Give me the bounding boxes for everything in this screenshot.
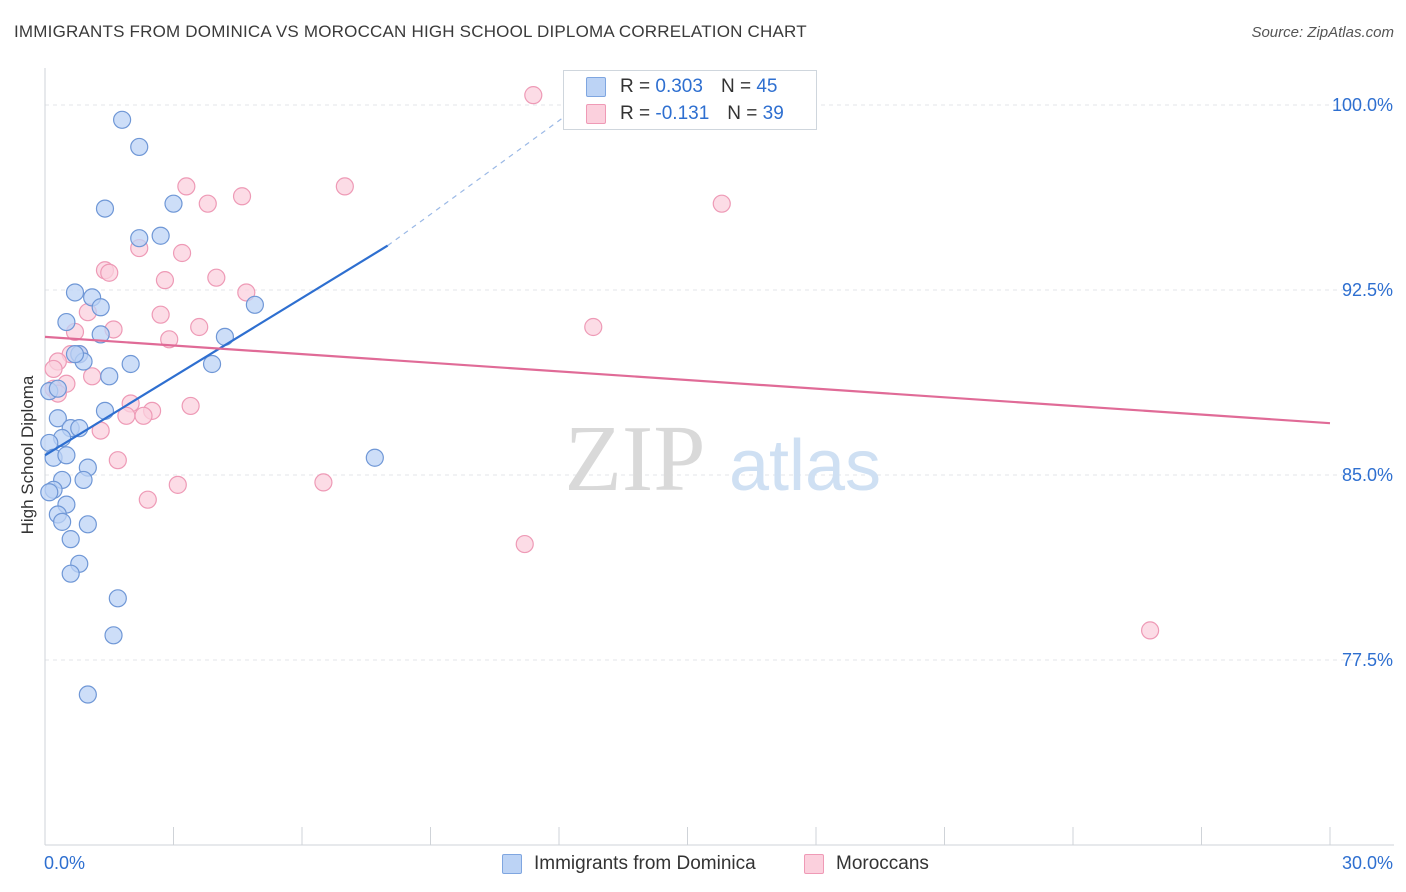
legend-n-label: N = xyxy=(720,76,752,97)
legend-row-dominica: R = 0.303 N = 45 xyxy=(586,74,777,100)
x-tick-label: 0.0% xyxy=(44,853,85,873)
data-point-moroccans xyxy=(83,367,102,386)
data-point-dominica xyxy=(78,515,97,534)
data-point-dominica xyxy=(112,110,132,129)
data-point-dominica xyxy=(202,354,222,374)
legend-n-label: N = xyxy=(727,103,758,124)
y-tick-label: 77.5% xyxy=(1342,650,1393,670)
data-point-moroccans xyxy=(198,194,217,213)
trend-line-dominica-extension xyxy=(387,104,581,247)
data-point-moroccans xyxy=(515,534,534,554)
trend-line-dominica xyxy=(44,244,389,457)
data-point-moroccans xyxy=(160,330,179,349)
y-tick-label: 100.0% xyxy=(1332,95,1393,115)
data-point-dominica xyxy=(130,229,149,248)
data-point-dominica xyxy=(130,137,149,157)
data-point-moroccans xyxy=(151,305,170,324)
legend-r-label: R = xyxy=(620,76,651,97)
x-tick-label: 30.0% xyxy=(1342,853,1393,873)
data-point-moroccans xyxy=(1140,621,1160,640)
blue-swatch-icon xyxy=(502,854,522,874)
data-point-moroccans xyxy=(237,283,256,302)
data-point-dominica xyxy=(104,626,123,645)
correlation-legend: R = 0.303 N = 45 R = -0.131 N = 39 xyxy=(563,70,817,130)
data-point-moroccans xyxy=(155,271,175,290)
legend-r-value: 0.303 xyxy=(655,76,703,97)
bottom-legend-label: Immigrants from Dominica xyxy=(534,853,756,874)
trend-line-moroccans xyxy=(44,335,1331,425)
data-point-dominica xyxy=(121,354,140,374)
data-point-moroccans xyxy=(44,359,63,379)
data-point-dominica xyxy=(95,199,115,218)
data-point-dominica xyxy=(57,312,76,332)
data-point-dominica xyxy=(91,298,110,317)
data-point-moroccans xyxy=(168,475,187,494)
watermark-atlas: atlas xyxy=(729,426,881,506)
gridlines xyxy=(45,104,1390,661)
data-point-dominica xyxy=(74,470,93,490)
data-point-dominica xyxy=(53,512,72,531)
data-point-dominica xyxy=(365,448,384,467)
blue-swatch-icon xyxy=(586,77,606,97)
chart-title: IMMIGRANTS FROM DOMINICA VS MOROCCAN HIG… xyxy=(14,22,807,41)
legend-r-label: R = xyxy=(620,103,651,124)
data-point-moroccans xyxy=(524,86,543,105)
source-label: Source: ZipAtlas.com xyxy=(1251,24,1394,41)
data-point-dominica xyxy=(65,283,85,302)
data-point-moroccans xyxy=(177,177,196,196)
data-point-dominica xyxy=(95,401,115,420)
data-point-dominica xyxy=(100,367,119,386)
data-point-dominica xyxy=(48,409,67,428)
data-point-moroccans xyxy=(335,177,354,196)
data-point-dominica xyxy=(108,589,127,608)
data-point-moroccans xyxy=(207,268,226,287)
bottom-legend-moroccans: Moroccans xyxy=(804,851,929,877)
data-point-dominica xyxy=(40,483,59,502)
legend-n-value: 39 xyxy=(762,103,784,124)
data-point-dominica xyxy=(78,685,97,704)
legend-row-moroccans: R = -0.131 N = 39 xyxy=(586,101,784,127)
legend-n-value: 45 xyxy=(756,76,778,97)
data-point-moroccans xyxy=(134,406,153,425)
data-point-moroccans xyxy=(584,317,603,337)
data-point-dominica xyxy=(57,446,76,465)
data-point-dominica xyxy=(48,379,67,398)
data-point-moroccans xyxy=(712,194,731,213)
data-point-dominica xyxy=(151,226,170,245)
bottom-legend-label: Moroccans xyxy=(836,853,929,874)
data-point-moroccans xyxy=(181,396,200,416)
watermark-zip: ZIP xyxy=(565,407,706,511)
bottom-legend-dominica: Immigrants from Dominica xyxy=(502,851,756,877)
data-point-moroccans xyxy=(314,473,333,492)
pink-swatch-icon xyxy=(586,104,606,124)
tick-labels: 77.5% 85.0% 92.5% 100.0% 0.0% 30.0% xyxy=(44,95,1393,873)
data-point-dominica xyxy=(65,345,85,364)
data-point-dominica xyxy=(245,295,264,314)
data-point-moroccans xyxy=(108,451,127,470)
y-tick-label: 92.5% xyxy=(1342,280,1393,300)
y-tick-label: 85.0% xyxy=(1342,465,1393,485)
trend-lines xyxy=(44,104,1331,457)
data-point-moroccans xyxy=(172,243,192,263)
legend-r-value: -0.131 xyxy=(655,103,710,124)
series-dominica xyxy=(40,110,384,704)
data-point-dominica xyxy=(61,530,80,549)
data-point-dominica xyxy=(61,564,80,583)
data-point-moroccans xyxy=(232,187,252,206)
pink-swatch-icon xyxy=(804,854,824,874)
data-point-moroccans xyxy=(100,263,119,282)
data-point-dominica xyxy=(164,194,183,213)
data-point-dominica xyxy=(91,325,110,344)
data-point-moroccans xyxy=(138,490,157,509)
data-point-moroccans xyxy=(190,317,209,337)
axes xyxy=(44,68,1394,846)
